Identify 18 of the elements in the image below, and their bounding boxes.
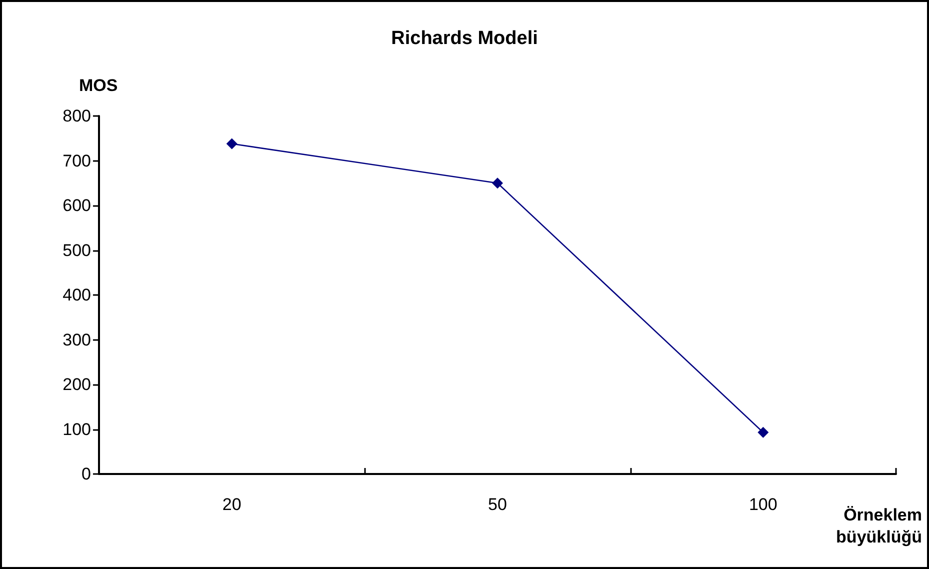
y-tick-label: 700 <box>62 151 91 170</box>
point <box>492 178 503 189</box>
y-tick-label: 100 <box>62 420 91 439</box>
x-axis-title: Örneklem büyüklüğü <box>836 506 922 546</box>
y-tick-label: 300 <box>62 330 91 350</box>
y-tick-label: 0 <box>82 464 91 484</box>
y-tick-label: 600 <box>62 196 91 215</box>
y-axis-title: MOS <box>79 76 118 95</box>
point <box>758 426 769 438</box>
x-tick-label: 20 <box>222 495 242 514</box>
y-tick-label: 200 <box>62 375 91 394</box>
x-tick-label: 50 <box>488 495 507 514</box>
point <box>226 138 238 150</box>
y-tick-label: 800 <box>62 106 91 126</box>
x-tick-label: 100 <box>748 495 778 514</box>
y-tick-label: 500 <box>62 240 91 260</box>
y-tick-label: 400 <box>62 286 91 304</box>
chart-title: Richards Modeli <box>391 28 538 49</box>
